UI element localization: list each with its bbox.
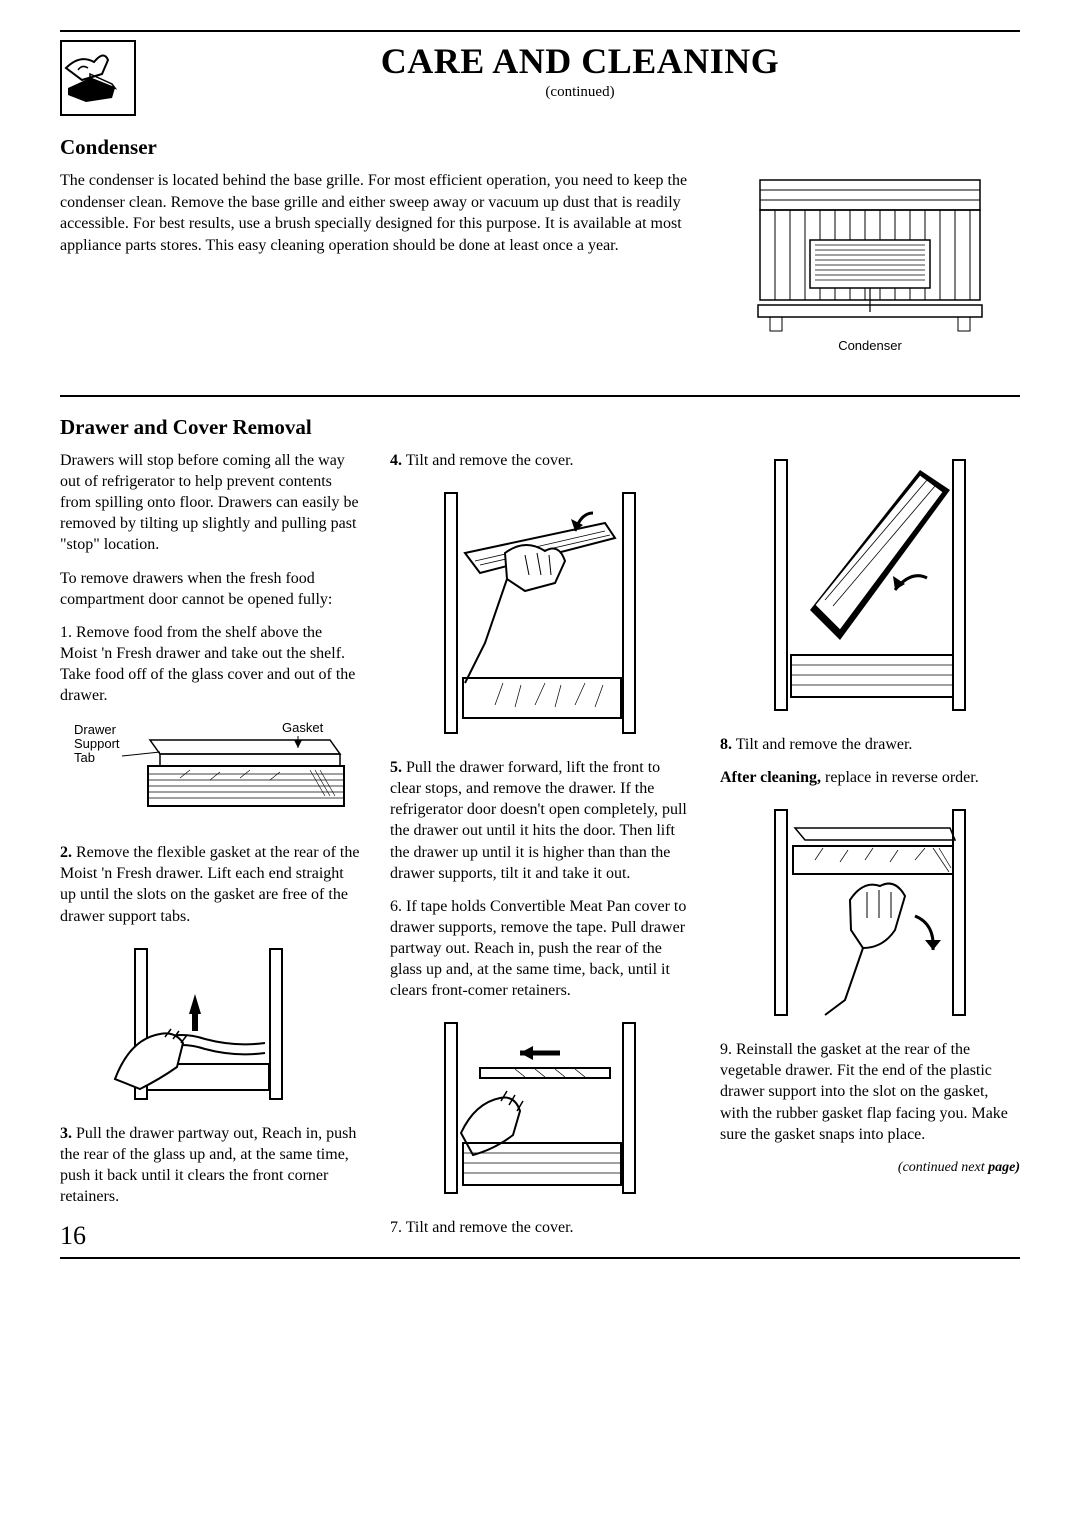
- drawer-intro-1: Drawers will stop before coming all the …: [60, 450, 360, 556]
- svg-text:Support: Support: [74, 736, 120, 751]
- header: CARE AND CLEANING (continued): [60, 40, 1020, 121]
- condenser-label: Condenser: [838, 338, 902, 353]
- column-1: Drawers will stop before coming all the …: [60, 450, 360, 1253]
- sponge-icon: [60, 40, 140, 121]
- bottom-rule: [60, 1257, 1020, 1259]
- drawer-step-5: 5. Pull the drawer forward, lift the fro…: [390, 757, 690, 884]
- page-subtitle: (continued): [140, 84, 1020, 101]
- after-cleaning: After cleaning, replace in reverse order…: [720, 767, 1020, 788]
- condenser-section: Condenser The condenser is located behin…: [60, 135, 1020, 365]
- section-divider: [60, 395, 1020, 397]
- condenser-heading: Condenser: [60, 135, 1020, 160]
- drawer-step-2: 2. Remove the flexible gasket at the rea…: [60, 842, 360, 926]
- drawer-step-1: 1. Remove food from the shelf above the …: [60, 622, 360, 706]
- gasket-diagram: Drawer Support Tab Gasket: [60, 718, 360, 828]
- drawer-step-8: 8. Tilt and remove the drawer.: [720, 734, 1020, 755]
- reinstall-gasket-figure: [720, 800, 1020, 1025]
- lift-gasket-figure: [60, 939, 360, 1109]
- tilt-drawer-figure-1: [720, 450, 1020, 720]
- condenser-figure: Condenser: [720, 170, 1020, 365]
- tilt-cover-figure: [390, 483, 690, 743]
- svg-text:Gasket: Gasket: [282, 720, 324, 735]
- drawer-step-6: 6. If tape holds Convertible Meat Pan co…: [390, 896, 690, 1002]
- drawer-step-9: 9. Reinstall the gasket at the rear of t…: [720, 1039, 1020, 1145]
- column-2: 4. Tilt and remove the cover.: [390, 450, 690, 1253]
- page-number: 16: [60, 1219, 360, 1253]
- drawer-step-3: 3. Pull the drawer partway out, Reach in…: [60, 1123, 360, 1207]
- svg-text:Drawer: Drawer: [74, 722, 117, 737]
- page-title: CARE AND CLEANING: [140, 40, 1020, 82]
- svg-text:Tab: Tab: [74, 750, 95, 765]
- drawer-intro-2: To remove drawers when the fresh food co…: [60, 568, 360, 610]
- push-glass-figure: [390, 1013, 690, 1203]
- drawer-heading: Drawer and Cover Removal: [60, 415, 1020, 440]
- condenser-body: The condenser is located behind the base…: [60, 170, 690, 256]
- drawer-section: Drawer and Cover Removal Drawers will st…: [60, 415, 1020, 1253]
- top-rule: [60, 30, 1020, 32]
- drawer-step-7: 7. Tilt and remove the cover.: [390, 1217, 690, 1238]
- continued-footnote: (continued next page): [720, 1159, 1020, 1177]
- column-3: 8. Tilt and remove the drawer. After cle…: [720, 450, 1020, 1253]
- drawer-step-4: 4. Tilt and remove the cover.: [390, 450, 690, 471]
